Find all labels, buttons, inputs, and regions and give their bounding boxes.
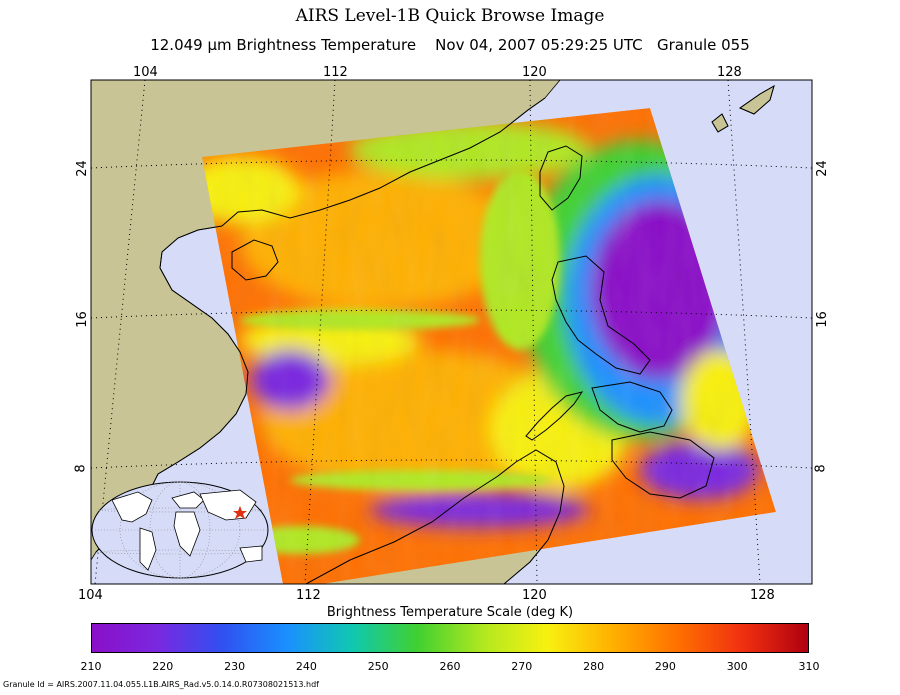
colorbar-label: 220 [152,660,174,673]
colorbar-label: 300 [726,660,748,673]
coast-mindanao [611,431,715,499]
coast-hainan [231,239,279,281]
image-subtitle: 12.049 μm Brightness Temperature Nov 04,… [0,36,900,54]
location-marker-icon [233,506,247,519]
colorbar-label: 310 [798,660,820,673]
datetime-label: Nov 04, 2007 05:29:25 UTC [435,36,643,54]
colorbar-label: 230 [224,660,246,673]
lon-tick-top-104: 104 [133,65,158,80]
coastlines [95,84,775,584]
lon-tick-bottom-128: 128 [750,588,775,603]
lon-tick-top-128: 128 [717,65,742,80]
world-locator-inset [91,481,269,579]
colorbar-label: 280 [583,660,605,673]
map-border [90,79,813,585]
coast-luzon [551,255,651,375]
lon-tick-bottom-120: 120 [522,588,547,603]
colorbar-label: 290 [654,660,676,673]
globe-continents [111,489,263,571]
coast-china [221,97,546,227]
granule-id: Granule Id = AIRS.2007.11.04.055.L1B.AIR… [3,680,319,689]
meridian-112 [304,80,336,584]
map-frame [91,80,812,584]
coast-palawan [525,391,584,441]
coast-borneo [305,449,565,584]
colorbar-label: 240 [295,660,317,673]
airs-swath [202,108,776,584]
lon-tick-bottom-104: 104 [78,588,103,603]
coast-visayas [591,381,673,433]
graticule [91,80,812,584]
colorbar-label: 260 [439,660,461,673]
colorbar-label: 210 [80,660,102,673]
lon-tick-bottom-112: 112 [296,588,321,603]
image-title: AIRS Level-1B Quick Browse Image [295,6,605,26]
meridian-128 [727,80,761,584]
temperature-colorbar [91,623,809,653]
lon-tick-top-112: 112 [323,65,348,80]
coast-taiwan [539,145,583,211]
brightness-temperature-map [90,79,813,585]
colorbar-label: 250 [367,660,389,673]
channel-label: 12.049 μm Brightness Temperature [150,36,417,54]
colorbar-label: 270 [511,660,533,673]
scale-title: Brightness Temperature Scale (deg K) [326,605,574,620]
lon-tick-top-120: 120 [522,65,547,80]
granule-label: Granule 055 [656,36,750,54]
coast-japan-islands [711,84,775,133]
